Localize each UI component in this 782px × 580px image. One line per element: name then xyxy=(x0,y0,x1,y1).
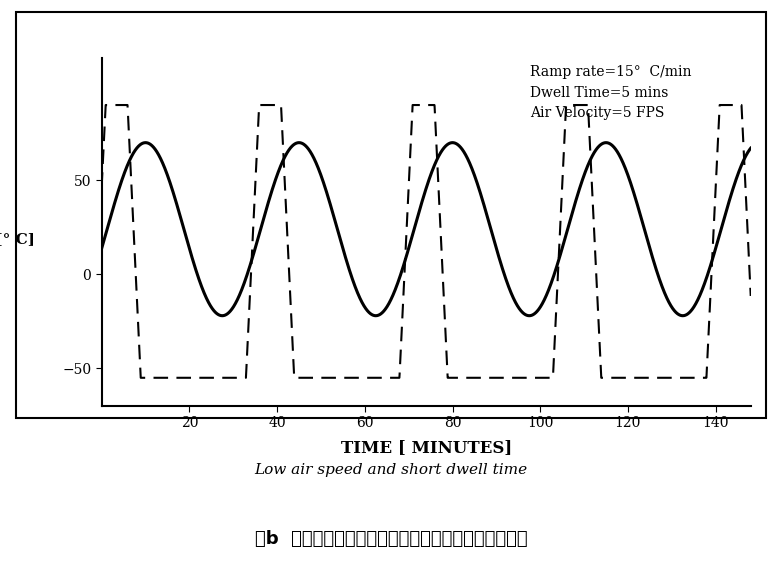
Text: 国b  产品温度变化与笱体内空气温度变化的实际曲线。: 国b 产品温度变化与笱体内空气温度变化的实际曲线。 xyxy=(255,530,527,549)
Text: Ramp rate=15°  C/min
Dwell Time=5 mins
Air Velocity=5 FPS: Ramp rate=15° C/min Dwell Time=5 mins Ai… xyxy=(530,65,691,120)
Y-axis label: T [° C]: T [° C] xyxy=(0,232,34,246)
X-axis label: TIME [ MINUTES]: TIME [ MINUTES] xyxy=(341,438,511,456)
Text: Low air speed and short dwell time: Low air speed and short dwell time xyxy=(254,463,528,477)
